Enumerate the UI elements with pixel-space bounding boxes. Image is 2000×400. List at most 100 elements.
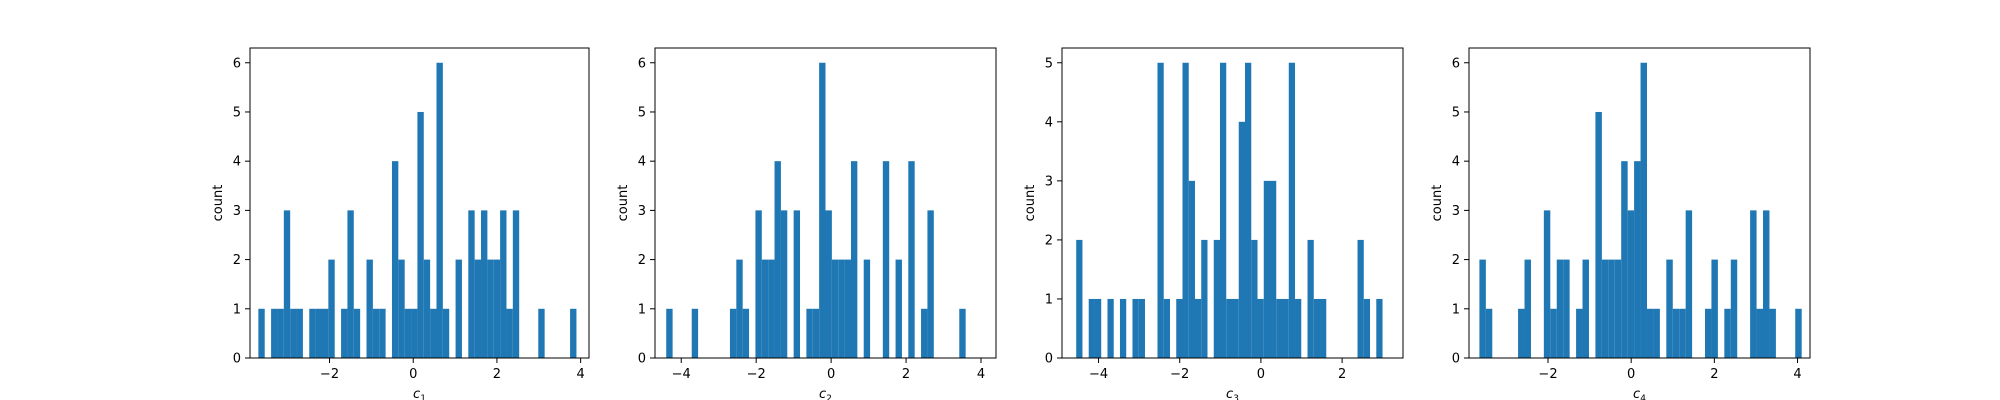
histogram-bar: [1524, 259, 1531, 358]
histogram-bar: [1220, 62, 1227, 358]
histogram-bar: [1213, 239, 1220, 358]
histogram-bar: [258, 308, 265, 358]
histogram-bar: [850, 161, 858, 358]
histogram-bar: [1251, 239, 1258, 358]
y-axis-label: count: [1430, 185, 1445, 222]
histogram-bar: [1576, 308, 1583, 358]
y-tick-label: 3: [638, 204, 646, 219]
histogram-bar: [296, 308, 303, 358]
x-tick-label: −2: [320, 367, 339, 382]
histogram-bar: [1282, 298, 1289, 358]
histogram-bar: [1485, 308, 1493, 358]
x-axis-label: c1: [413, 387, 426, 400]
histogram-bar: [417, 111, 424, 358]
y-tick-label: 4: [233, 155, 241, 170]
histogram-bar: [1201, 239, 1208, 358]
y-tick-label: 6: [638, 56, 646, 71]
histogram-bar: [1088, 298, 1095, 358]
histogram-bar: [1094, 298, 1102, 358]
histogram-bar: [1763, 210, 1770, 358]
histogram-bar: [1563, 259, 1570, 358]
histogram-bar: [271, 308, 278, 358]
x-tick-label: −2: [747, 367, 766, 382]
histogram-bar: [1582, 259, 1589, 358]
histogram-bar: [1320, 298, 1327, 358]
x-tick-label: −2: [1170, 367, 1189, 382]
x-tick-label: 2: [1338, 367, 1346, 382]
y-tick-label: 2: [1452, 253, 1460, 268]
x-tick-label: −2: [1538, 367, 1557, 382]
axes-frame: [1061, 47, 1404, 359]
histogram-bar: [1288, 62, 1296, 358]
y-tick-label: 4: [1045, 115, 1053, 130]
x-tick-label: 4: [977, 367, 985, 382]
histogram-bar: [341, 308, 348, 358]
histogram-bar: [1672, 308, 1680, 358]
histogram-bar: [1634, 161, 1641, 358]
y-tick-label: 0: [233, 352, 241, 367]
histogram-bar: [290, 308, 297, 358]
axes-frame: [249, 47, 590, 359]
histogram-bar: [780, 210, 788, 358]
y-tick-label: 5: [638, 105, 646, 120]
histogram-bar: [328, 259, 335, 358]
histogram-bar: [474, 259, 482, 358]
histogram-bar: [1550, 308, 1557, 358]
y-tick-label: 6: [233, 56, 241, 71]
histogram-bar: [404, 308, 412, 358]
x-axis-label: c3: [1226, 387, 1239, 400]
y-tick-label: 1: [1452, 302, 1460, 317]
histogram-bar: [1270, 180, 1277, 358]
histogram-bar: [806, 308, 813, 358]
histogram-bar: [321, 308, 329, 358]
histogram-bar: [742, 308, 750, 358]
histogram-bar: [455, 259, 462, 358]
histogram-bar: [430, 308, 437, 358]
histogram-bar: [398, 259, 405, 358]
histogram-bar: [379, 308, 386, 358]
histogram-bar: [506, 308, 513, 358]
x-tick-label: 0: [1257, 367, 1265, 382]
histogram-bar: [1238, 121, 1245, 358]
histogram-bar: [1257, 298, 1264, 358]
axes-frame: [654, 47, 997, 359]
histogram-bar: [1730, 259, 1738, 358]
histogram-bar: [570, 308, 577, 358]
y-tick-label: 1: [1045, 292, 1053, 307]
histogram-bar: [1750, 210, 1757, 358]
histogram-bar: [1132, 298, 1139, 358]
y-tick-label: 0: [1452, 352, 1460, 367]
histogram-bar: [1705, 308, 1712, 358]
histogram-bar: [353, 308, 361, 358]
y-tick-label: 3: [1452, 204, 1460, 219]
histogram-bar: [1163, 298, 1170, 358]
y-tick-label: 3: [233, 204, 241, 219]
y-tick-label: 5: [1045, 56, 1053, 71]
histogram-bar: [1479, 259, 1486, 358]
histogram-bar: [831, 259, 839, 358]
histogram-bar: [1640, 62, 1647, 358]
histogram-bar: [493, 259, 501, 358]
histogram-bar: [366, 259, 373, 358]
x-tick-label: 4: [1793, 367, 1801, 382]
histogram-bar: [1182, 62, 1189, 358]
histogram-bar: [1518, 308, 1525, 358]
histogram-bar: [1724, 308, 1731, 358]
histogram-bar: [838, 259, 845, 358]
histogram-bar: [819, 62, 826, 358]
histogram-bar: [844, 259, 851, 358]
histogram-bar: [882, 161, 890, 358]
histogram-bar: [1232, 298, 1239, 358]
y-tick-label: 4: [1452, 155, 1460, 170]
histogram-bar: [1666, 259, 1673, 358]
subplot-2: −4 −2 0 2 4 0 1 2 3 4 5 6 c2 count: [616, 47, 997, 400]
histogram-bar: [1614, 259, 1622, 358]
histogram-bar: [812, 308, 820, 358]
histogram-bar: [921, 308, 928, 358]
histogram-bar: [691, 308, 699, 358]
histogram-bar: [774, 161, 781, 358]
histogram-bar: [1621, 161, 1628, 358]
histogram-bar: [1363, 298, 1371, 358]
x-tick-label: 0: [1627, 367, 1635, 382]
y-tick-label: 2: [638, 253, 646, 268]
